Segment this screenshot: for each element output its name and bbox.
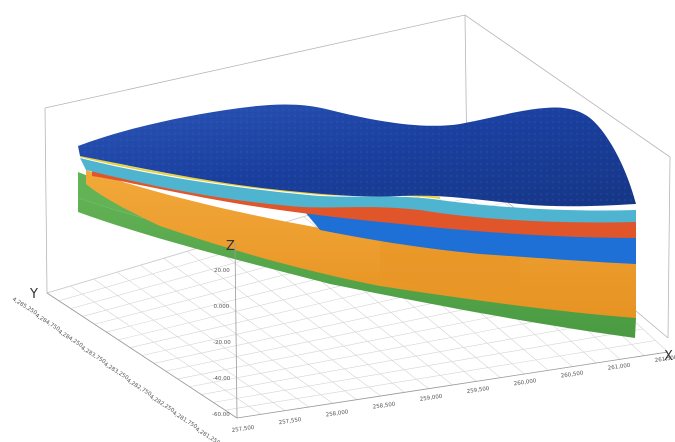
z-tick-label: 0.000 (214, 304, 230, 310)
y-tick-label: 4,282,250 (148, 394, 175, 414)
layer-cyan (80, 158, 636, 223)
y-tick-label: 4,282,750 (125, 378, 152, 398)
surface-texture (78, 104, 636, 207)
x-tick-label: 257,550 (278, 417, 302, 426)
z-axis-label: Z (226, 239, 235, 254)
x-tick-label: 259,000 (419, 394, 443, 403)
x-tick-label: 261,500 (654, 355, 675, 364)
z-tick-label: -40.00 (213, 376, 231, 382)
layer-orange-red (92, 168, 636, 238)
y-tick-label: 4,283,250 (102, 362, 129, 382)
x-tick-label: 260,500 (560, 370, 584, 379)
x-tick-label: 261,000 (607, 363, 631, 372)
x-tick-label: 260,000 (513, 378, 537, 387)
y-tick-label: 4,283,750 (80, 345, 107, 365)
z-axis-ticks: 20.00 0.000 -20.00 -40.00 -60.00 (212, 268, 231, 418)
y-tick-label: 4,284,250 (57, 329, 84, 349)
x-tick-label: 258,000 (325, 409, 349, 418)
bounding-box-front (46, 242, 669, 419)
layer-green (78, 150, 636, 338)
x-tick-label: 259,500 (466, 386, 490, 395)
y-tick-label: 4,284,750 (34, 313, 61, 333)
y-tick-label: 4,281,750 (171, 410, 198, 430)
y-axis-label: Y (29, 287, 38, 302)
z-tick-label: -20.00 (213, 340, 231, 346)
x-tick-label: 257,500 (231, 425, 255, 434)
geological-layer-model[interactable] (78, 104, 636, 339)
z-tick-label: -60.00 (212, 412, 230, 418)
x-tick-label: 258,500 (372, 401, 396, 410)
x-axis-label: X (664, 349, 673, 364)
y-tick-label: 4,281,250 (194, 427, 221, 442)
x-axis-ticks: 257,500 257,550 258,000 258,500 259,000 259,5… (231, 355, 675, 434)
z-tick-label: 20.00 (214, 268, 230, 274)
